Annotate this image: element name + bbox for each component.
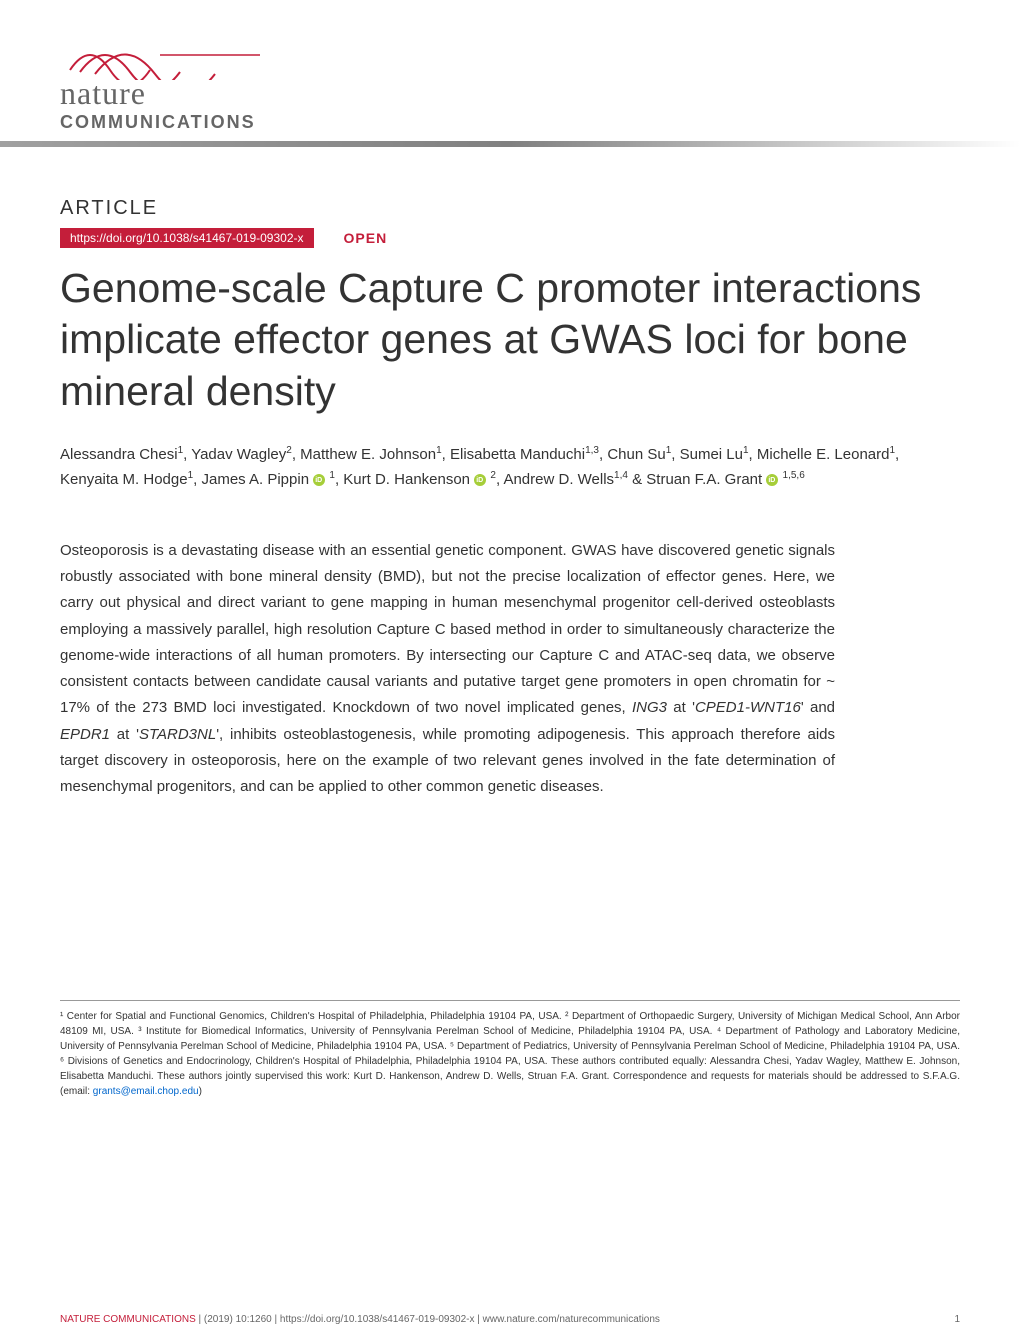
orcid-icon — [313, 474, 325, 486]
author-name: Kenyaita M. Hodge — [60, 471, 188, 488]
author-name: Alessandra Chesi — [60, 446, 178, 463]
logo-nature-text: nature — [60, 75, 1020, 112]
author-name: Yadav Wagley — [191, 446, 286, 463]
author-name: Chun Su — [607, 446, 665, 463]
author-name: James A. Pippin — [201, 471, 309, 488]
logo-wave-icon — [60, 30, 260, 80]
article-title: Genome-scale Capture C promoter interact… — [60, 263, 960, 417]
article-type-label: ARTICLE — [60, 197, 960, 220]
orcid-icon — [474, 474, 486, 486]
author-name: Michelle E. Leonard — [757, 446, 890, 463]
author-name: Elisabetta Manduchi — [450, 446, 585, 463]
author-name: Sumei Lu — [680, 446, 743, 463]
footer-citation: | (2019) 10:1260 | https://doi.org/10.10… — [199, 1314, 660, 1325]
author-name: Struan F.A. Grant — [646, 471, 762, 488]
header-gradient-bar — [0, 141, 1020, 147]
author-name: Kurt D. Hankenson — [343, 471, 470, 488]
open-access-label: OPEN — [344, 230, 388, 246]
author-name: Andrew D. Wells — [503, 471, 614, 488]
abstract-text: Osteoporosis is a devastating disease wi… — [60, 538, 960, 801]
page-footer: NATURE COMMUNICATIONS | (2019) 10:1260 |… — [60, 1314, 960, 1325]
authors-list: Alessandra Chesi1, Yadav Wagley2, Matthe… — [60, 442, 960, 493]
doi-badge: https://doi.org/10.1038/s41467-019-09302… — [60, 228, 314, 248]
journal-logo: nature COMMUNICATIONS — [0, 0, 1020, 133]
doi-row: https://doi.org/10.1038/s41467-019-09302… — [60, 228, 960, 248]
orcid-icon — [766, 474, 778, 486]
corresponding-email[interactable]: grants@email.chop.edu — [93, 1086, 199, 1097]
affiliations-text: ¹ Center for Spatial and Functional Geno… — [60, 1000, 960, 1099]
page-number: 1 — [954, 1314, 960, 1325]
footer-journal: NATURE COMMUNICATIONS — [60, 1314, 196, 1325]
author-name: Matthew E. Johnson — [300, 446, 436, 463]
logo-comm-text: COMMUNICATIONS — [60, 112, 1020, 133]
